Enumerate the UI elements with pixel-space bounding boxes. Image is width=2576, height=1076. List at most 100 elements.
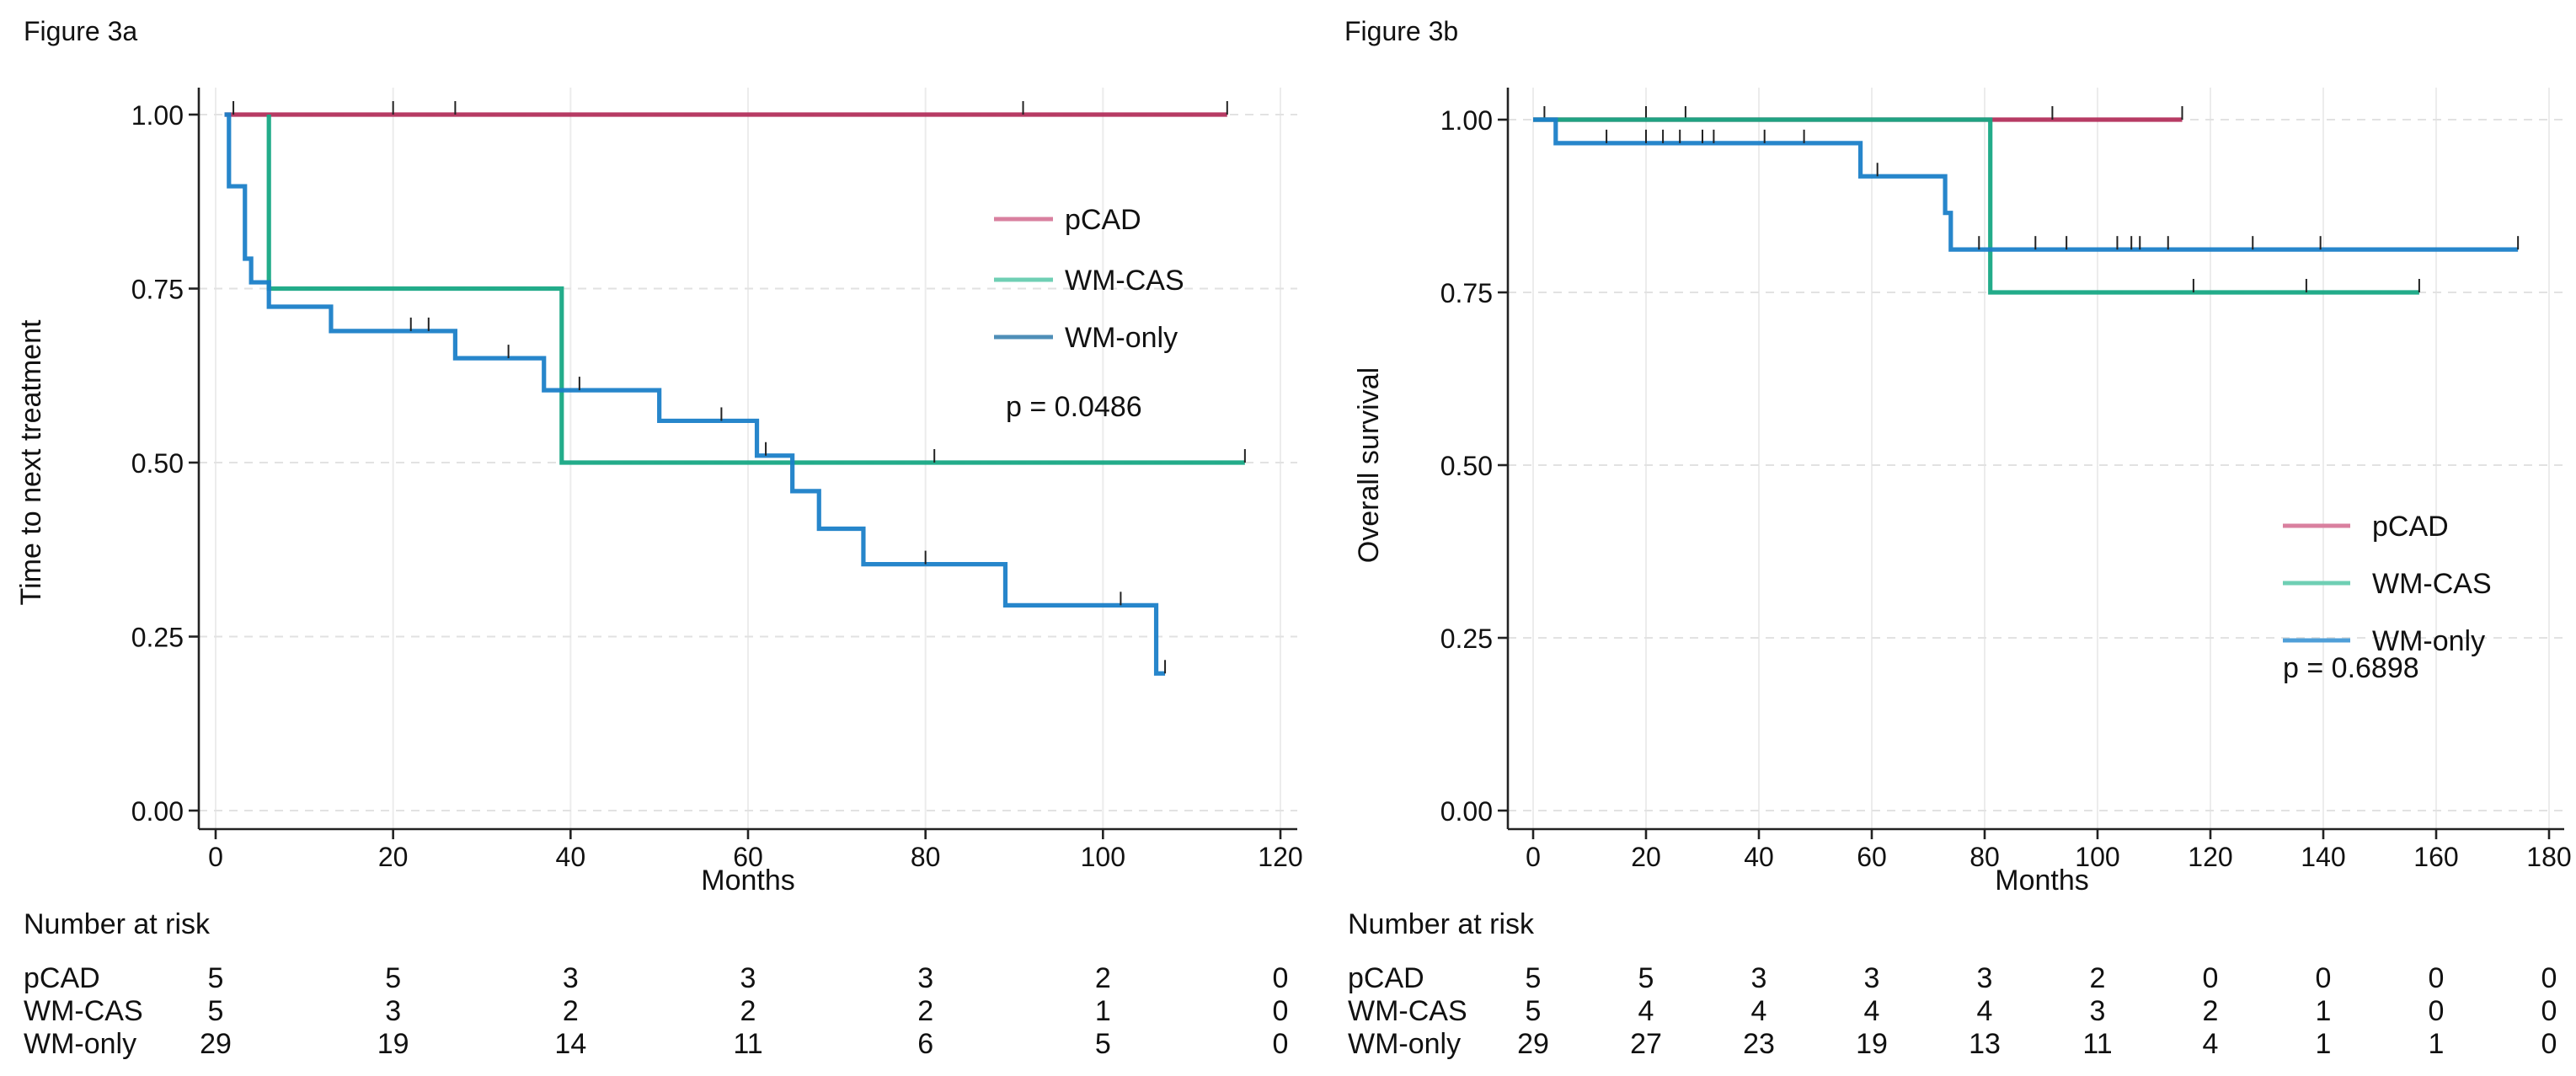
risk-count: 29 xyxy=(200,1028,232,1060)
risk-count: 3 xyxy=(563,962,579,994)
y-tick-label: 0.75 xyxy=(131,275,184,305)
risk-count: 11 xyxy=(2082,1028,2112,1060)
x-tick-label: 120 xyxy=(2188,842,2232,872)
x-tick-label: 40 xyxy=(556,842,586,872)
figure-title: Figure 3b xyxy=(1344,16,1458,46)
y-axis-label: Overall survival xyxy=(1353,367,1385,563)
risk-count: 3 xyxy=(385,995,401,1027)
risk-count: 27 xyxy=(1630,1028,1662,1060)
risk-count: 4 xyxy=(1638,995,1654,1027)
x-tick-label: 0 xyxy=(1526,842,1541,872)
risk-count: 5 xyxy=(208,962,224,994)
risk-count: 3 xyxy=(2090,995,2106,1027)
x-tick-label: 0 xyxy=(208,842,223,872)
risk-count: 2 xyxy=(740,995,756,1027)
legend-label-wm-cas: WM-CAS xyxy=(1065,265,1184,297)
km-curve-wm-only xyxy=(224,112,1166,676)
risk-count: 0 xyxy=(2429,962,2445,994)
x-tick-label: 160 xyxy=(2413,842,2458,872)
y-tick-label: 1.00 xyxy=(1440,105,1493,136)
risk-count: 4 xyxy=(2203,1028,2219,1060)
x-tick-label: 20 xyxy=(378,842,409,872)
risk-count: 0 xyxy=(1273,1028,1289,1060)
risk-count: 0 xyxy=(2316,962,2332,994)
series-wm-only xyxy=(1533,117,2520,252)
risk-row-label: WM-only xyxy=(1348,1028,1461,1060)
risk-count: 2 xyxy=(917,995,933,1027)
risk-count: 5 xyxy=(1095,1028,1111,1060)
risk-count: 1 xyxy=(2429,1028,2445,1060)
risk-row-label: WM-CAS xyxy=(24,995,143,1027)
y-tick-label: 1.00 xyxy=(131,100,184,131)
y-axis-label: Time to next treatment xyxy=(15,319,47,605)
panel-figure-3a: Figure 3a0.000.250.500.751.000 20 40 60 80 10… xyxy=(15,16,1303,1060)
series-wm-cas xyxy=(266,115,1246,465)
risk-table-title: Number at risk xyxy=(1348,908,1535,940)
x-axis-label: Months xyxy=(701,865,795,897)
risk-count: 5 xyxy=(1526,962,1542,994)
x-tick-label: 80 xyxy=(1969,842,2000,872)
y-tick-label: 0.75 xyxy=(1440,278,1493,308)
p-value-annotation: p = 0.6898 xyxy=(2283,652,2419,684)
risk-count: 3 xyxy=(1864,962,1880,994)
risk-count: 2 xyxy=(1095,962,1111,994)
km-curve-wm-only xyxy=(1533,117,2519,252)
risk-count: 0 xyxy=(2541,962,2557,994)
km-curve-wm-cas xyxy=(1533,117,2419,295)
x-tick-label: 20 xyxy=(1631,842,1661,872)
risk-count: 4 xyxy=(1977,995,1993,1027)
legend-label-pcad: pCAD xyxy=(2372,511,2449,543)
p-value-annotation: p = 0.0486 xyxy=(1006,391,1142,423)
risk-count: 5 xyxy=(208,995,224,1027)
panel-figure-3b: Figure 3b0.000.250.500.751.000 20 40 60 80 10… xyxy=(1344,16,2572,1060)
y-tick-label: 0.00 xyxy=(131,796,184,827)
x-tick-label: 60 xyxy=(1857,842,1887,872)
risk-count: 0 xyxy=(2541,1028,2557,1060)
km-curve-wm-cas xyxy=(266,115,1245,465)
risk-count: 6 xyxy=(917,1028,933,1060)
risk-count: 3 xyxy=(1977,962,1993,994)
risk-row-label: pCAD xyxy=(24,962,100,994)
risk-count: 13 xyxy=(1969,1028,2001,1060)
legend-label-wm-only: WM-only xyxy=(1065,322,1178,354)
risk-count: 1 xyxy=(2316,995,2332,1027)
risk-count: 3 xyxy=(1751,962,1767,994)
x-tick-label: 120 xyxy=(1258,842,1302,872)
risk-count: 3 xyxy=(917,962,933,994)
legend-label-wm-only: WM-only xyxy=(2372,625,2485,657)
x-tick-label: 140 xyxy=(2301,842,2345,872)
x-tick-label: 100 xyxy=(2075,842,2119,872)
risk-count: 3 xyxy=(740,962,756,994)
series-wm-cas xyxy=(1533,117,2420,295)
y-tick-label: 0.50 xyxy=(131,448,184,479)
risk-count: 4 xyxy=(1751,995,1767,1027)
legend-label-wm-cas: WM-CAS xyxy=(2372,568,2492,600)
x-tick-label: 100 xyxy=(1081,842,1125,872)
legend-label-pcad: pCAD xyxy=(1065,204,1141,236)
x-tick-label: 180 xyxy=(2526,842,2571,872)
figure-title: Figure 3a xyxy=(24,16,137,46)
risk-table-title: Number at risk xyxy=(24,908,211,940)
risk-count: 0 xyxy=(1273,962,1289,994)
risk-count: 5 xyxy=(385,962,401,994)
risk-count: 0 xyxy=(2203,962,2219,994)
risk-row-label: WM-only xyxy=(24,1028,136,1060)
series-pcad xyxy=(224,101,1228,117)
x-tick-label: 80 xyxy=(911,842,941,872)
risk-count: 5 xyxy=(1526,995,1542,1027)
risk-count: 0 xyxy=(2541,995,2557,1027)
series-wm-only xyxy=(224,112,1167,676)
risk-count: 1 xyxy=(2316,1028,2332,1060)
risk-count: 14 xyxy=(554,1028,586,1060)
risk-count: 4 xyxy=(1864,995,1880,1027)
risk-count: 5 xyxy=(1638,962,1654,994)
x-tick-label: 60 xyxy=(733,842,763,872)
risk-count: 0 xyxy=(1273,995,1289,1027)
risk-row-label: WM-CAS xyxy=(1348,995,1467,1027)
risk-count: 11 xyxy=(733,1028,762,1060)
risk-count: 19 xyxy=(377,1028,409,1060)
risk-count: 2 xyxy=(2203,995,2219,1027)
y-tick-label: 0.00 xyxy=(1440,796,1493,827)
